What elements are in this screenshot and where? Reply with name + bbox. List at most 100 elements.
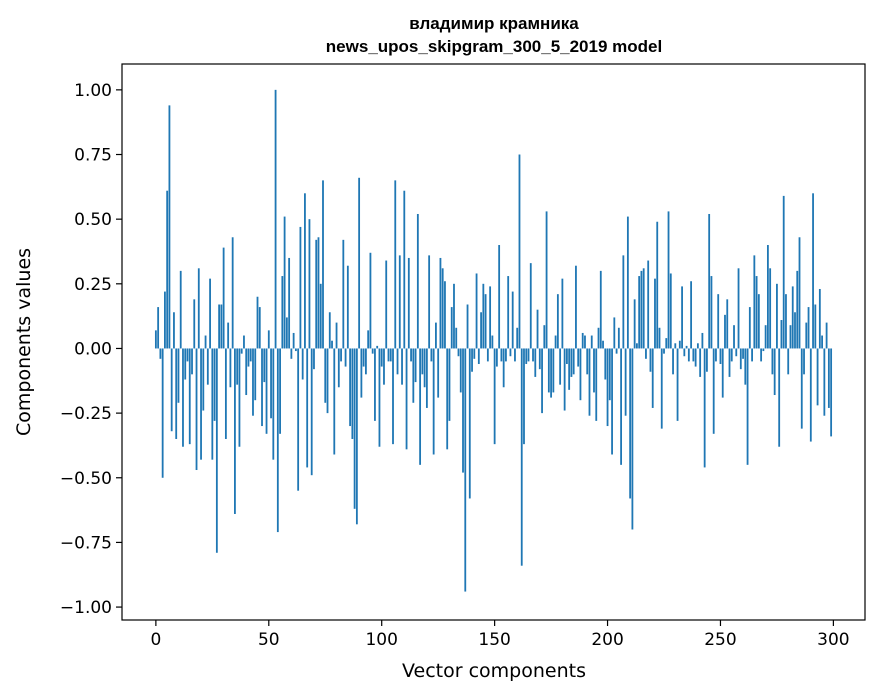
bar bbox=[184, 348, 187, 380]
bar bbox=[649, 348, 652, 372]
bar bbox=[462, 348, 464, 473]
bar bbox=[696, 343, 699, 349]
bar bbox=[362, 348, 365, 367]
bar bbox=[240, 348, 243, 354]
bar bbox=[683, 348, 686, 357]
bar bbox=[430, 348, 433, 362]
bar bbox=[654, 278, 656, 349]
bar bbox=[304, 193, 306, 349]
bar bbox=[197, 268, 200, 349]
bar bbox=[385, 260, 388, 349]
y-tick-label: 1.00 bbox=[74, 81, 112, 101]
bar bbox=[699, 348, 702, 377]
bar bbox=[757, 294, 760, 349]
bar bbox=[505, 348, 507, 362]
bar bbox=[778, 348, 781, 447]
bar bbox=[392, 348, 394, 445]
bar bbox=[247, 348, 250, 367]
bar bbox=[234, 348, 236, 514]
bar bbox=[475, 273, 478, 349]
bar bbox=[204, 335, 207, 349]
y-tick-label: −0.75 bbox=[60, 533, 112, 553]
bar bbox=[245, 348, 248, 396]
bar bbox=[796, 270, 799, 349]
bar bbox=[166, 190, 169, 349]
bar bbox=[437, 348, 440, 398]
bar bbox=[227, 322, 230, 349]
bar bbox=[337, 348, 340, 388]
bar bbox=[317, 237, 320, 349]
bar bbox=[222, 247, 225, 349]
bar bbox=[159, 348, 162, 359]
bar bbox=[450, 307, 453, 349]
bar bbox=[690, 281, 693, 349]
bar bbox=[552, 348, 555, 393]
bar bbox=[827, 348, 830, 408]
bar bbox=[575, 265, 577, 349]
bar bbox=[290, 348, 293, 359]
bar bbox=[276, 348, 279, 533]
bar bbox=[477, 348, 480, 364]
bar bbox=[211, 348, 214, 460]
y-tick-label: −0.50 bbox=[60, 469, 112, 489]
bar bbox=[177, 348, 180, 403]
bar bbox=[818, 288, 821, 349]
bar bbox=[164, 291, 166, 349]
bar bbox=[694, 348, 697, 367]
bar bbox=[170, 348, 173, 432]
bar bbox=[712, 348, 715, 434]
bar bbox=[322, 180, 324, 349]
bar bbox=[755, 276, 758, 349]
bar bbox=[179, 270, 182, 349]
bar bbox=[412, 348, 415, 403]
bar bbox=[590, 335, 593, 349]
bar bbox=[173, 312, 175, 349]
bar bbox=[570, 348, 573, 377]
bar bbox=[805, 322, 808, 349]
bar bbox=[466, 304, 469, 349]
bar bbox=[737, 268, 740, 349]
bar bbox=[730, 348, 733, 362]
y-tick-label: 0.00 bbox=[74, 339, 112, 359]
bar bbox=[674, 343, 677, 349]
bar bbox=[748, 307, 751, 349]
bar bbox=[340, 348, 342, 362]
bar bbox=[692, 348, 695, 362]
bar bbox=[229, 348, 232, 388]
bar bbox=[425, 348, 428, 408]
bar bbox=[534, 348, 537, 377]
bar bbox=[556, 294, 559, 349]
bar bbox=[602, 340, 604, 349]
bar bbox=[572, 348, 575, 375]
bar bbox=[355, 348, 358, 525]
bar bbox=[773, 348, 776, 396]
bar bbox=[706, 348, 708, 372]
bar bbox=[358, 177, 361, 349]
bar bbox=[622, 255, 625, 349]
bar bbox=[593, 348, 595, 393]
bar bbox=[423, 348, 426, 388]
bar bbox=[376, 345, 379, 349]
bar bbox=[529, 263, 532, 349]
bar bbox=[360, 348, 363, 398]
bar bbox=[500, 348, 503, 362]
bar bbox=[464, 348, 467, 592]
bar bbox=[651, 348, 654, 408]
bar bbox=[256, 296, 259, 349]
bar bbox=[518, 154, 521, 349]
bar bbox=[626, 216, 629, 349]
bar bbox=[742, 348, 744, 359]
bar bbox=[281, 276, 284, 349]
bar bbox=[301, 348, 304, 380]
bar bbox=[527, 348, 530, 362]
bar bbox=[663, 348, 665, 354]
bar bbox=[532, 348, 534, 362]
bar bbox=[638, 276, 641, 349]
bar bbox=[154, 330, 157, 349]
chart-title-line2: news_upos_skipgram_300_5_2019 model bbox=[326, 37, 662, 56]
bar bbox=[335, 322, 338, 349]
bar bbox=[536, 309, 539, 349]
bar bbox=[816, 348, 819, 406]
bar bbox=[502, 348, 505, 388]
bar bbox=[346, 265, 349, 349]
